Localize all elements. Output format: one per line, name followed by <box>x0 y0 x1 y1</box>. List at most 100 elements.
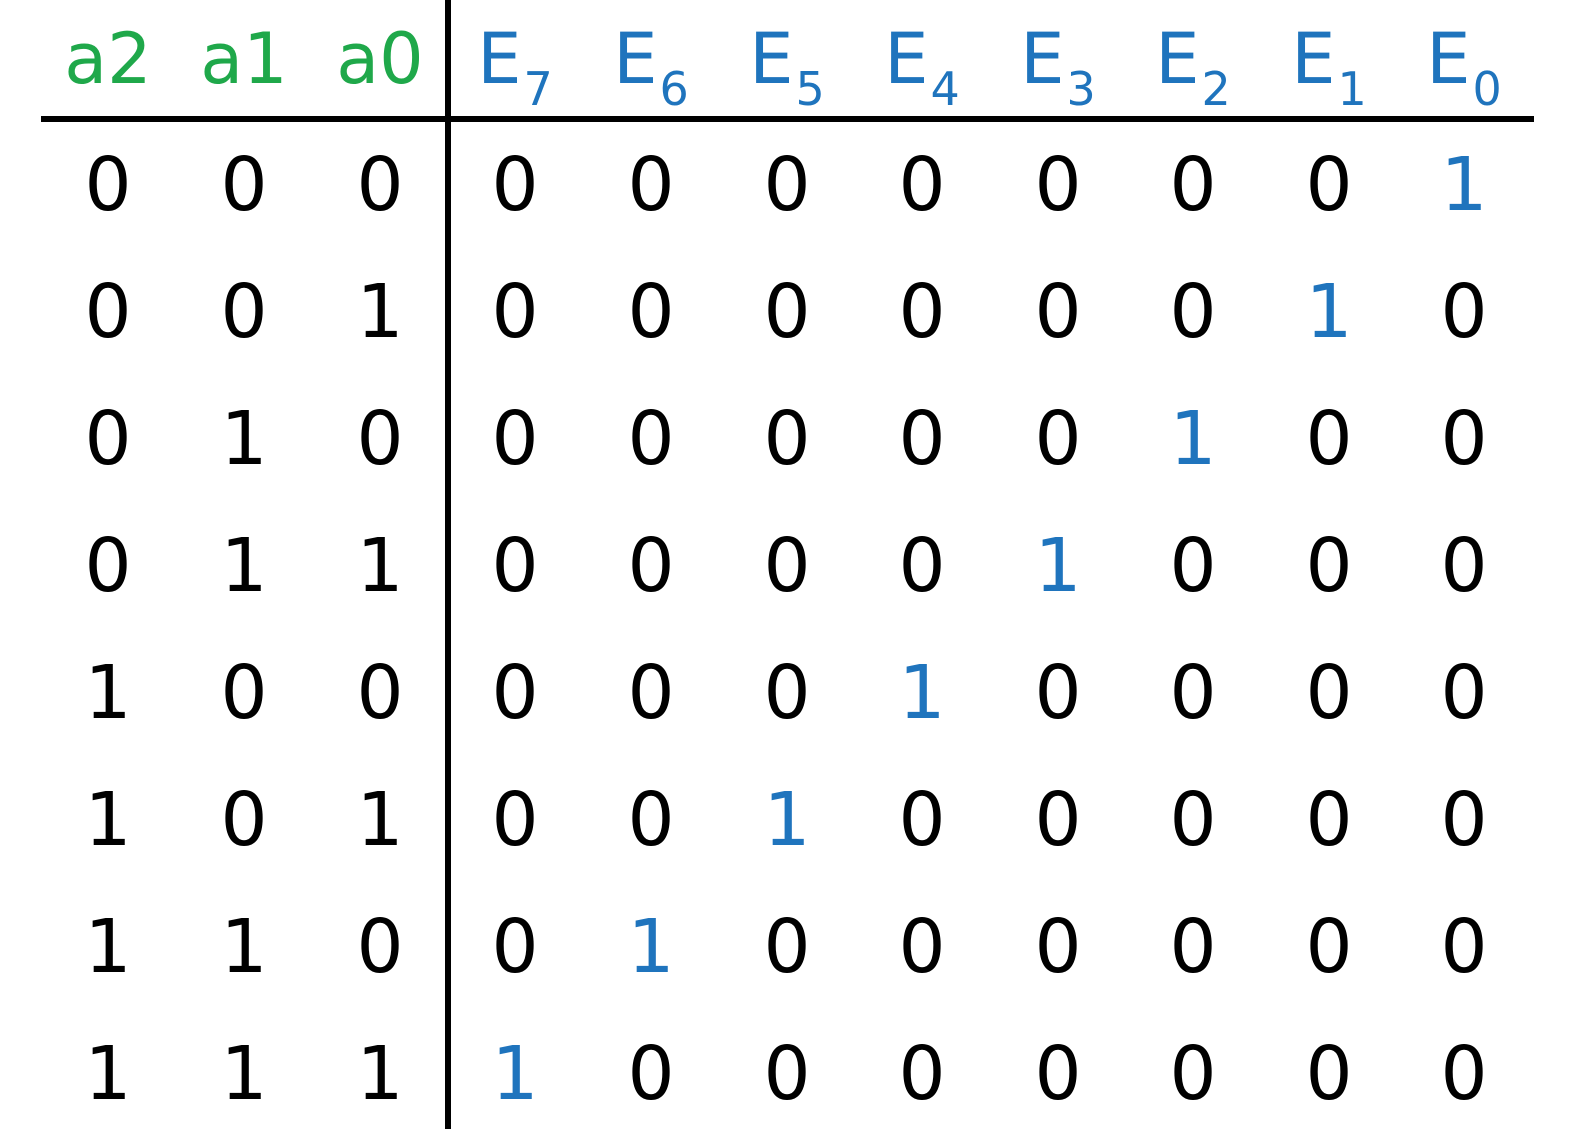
input-cell: 0 <box>356 396 404 482</box>
output-header-base: E <box>884 18 929 100</box>
output-cell: 0 <box>898 269 946 355</box>
input-cell: 1 <box>220 904 268 990</box>
output-cell: 0 <box>1440 777 1488 863</box>
output-cell: 0 <box>1169 650 1217 736</box>
output-header-base: E <box>749 18 794 100</box>
input-cell: 0 <box>84 523 132 609</box>
output-header-e5: E5 <box>719 14 855 116</box>
output-header-subscript: 4 <box>930 62 960 116</box>
input-cell: 0 <box>84 269 132 355</box>
output-cell: 0 <box>491 777 539 863</box>
header-divider-line <box>41 116 1534 122</box>
input-cell: 1 <box>220 396 268 482</box>
output-header-subscript: 5 <box>795 62 825 116</box>
input-header-a2: a2 <box>64 18 152 100</box>
output-cell: 1 <box>1440 142 1488 228</box>
output-cell: 0 <box>1440 1031 1488 1117</box>
output-cell: 0 <box>1440 523 1488 609</box>
output-cell: 0 <box>491 269 539 355</box>
output-header-e4: E4 <box>854 14 990 116</box>
output-cell: 0 <box>763 396 811 482</box>
output-cell: 0 <box>1305 650 1353 736</box>
output-header-base: E <box>1426 18 1471 100</box>
output-cell: 0 <box>1034 777 1082 863</box>
output-cell: 0 <box>763 523 811 609</box>
output-cell: 0 <box>1169 904 1217 990</box>
output-cell: 0 <box>491 904 539 990</box>
output-cell: 0 <box>491 142 539 228</box>
output-header-e7: E7 <box>447 14 583 116</box>
output-cell: 0 <box>627 269 675 355</box>
input-cell: 0 <box>220 142 268 228</box>
output-cell: 0 <box>1440 396 1488 482</box>
output-header-base: E <box>477 18 522 100</box>
output-cell: 0 <box>627 523 675 609</box>
output-cell: 0 <box>627 777 675 863</box>
output-cell: 0 <box>1305 1031 1353 1117</box>
input-cell: 1 <box>356 269 404 355</box>
input-header-a1: a1 <box>200 18 288 100</box>
output-header-subscript: 3 <box>1066 62 1096 116</box>
output-header-base: E <box>1020 18 1065 100</box>
output-cell: 0 <box>1169 269 1217 355</box>
output-header-subscript: 7 <box>523 62 553 116</box>
output-cell: 0 <box>491 650 539 736</box>
output-cell: 0 <box>898 904 946 990</box>
output-cell: 0 <box>1034 142 1082 228</box>
input-cell: 1 <box>84 904 132 990</box>
output-header-e0: E0 <box>1396 14 1532 116</box>
output-header-base: E <box>613 18 658 100</box>
output-cell: 0 <box>627 396 675 482</box>
output-cell: 0 <box>1034 904 1082 990</box>
output-cell: 0 <box>1034 650 1082 736</box>
output-cell: 0 <box>1169 523 1217 609</box>
input-cell: 1 <box>356 777 404 863</box>
output-cell: 0 <box>1169 777 1217 863</box>
input-cell: 1 <box>356 523 404 609</box>
output-cell: 0 <box>763 1031 811 1117</box>
output-cell: 0 <box>1034 269 1082 355</box>
output-cell: 0 <box>1440 269 1488 355</box>
output-cell: 1 <box>1305 269 1353 355</box>
output-cell: 0 <box>1305 523 1353 609</box>
output-cell: 0 <box>1305 142 1353 228</box>
output-cell: 0 <box>763 269 811 355</box>
output-cell: 1 <box>1034 523 1082 609</box>
output-cell: 0 <box>1169 1031 1217 1117</box>
input-output-divider-line <box>445 0 451 1129</box>
output-cell: 0 <box>763 142 811 228</box>
output-cell: 0 <box>1305 777 1353 863</box>
output-header-e6: E6 <box>583 14 719 116</box>
output-cell: 0 <box>898 142 946 228</box>
output-cell: 0 <box>1034 1031 1082 1117</box>
output-cell: 0 <box>763 650 811 736</box>
output-cell: 0 <box>1034 396 1082 482</box>
output-cell: 0 <box>898 396 946 482</box>
input-cell: 0 <box>84 396 132 482</box>
input-cell: 1 <box>220 523 268 609</box>
output-header-subscript: 1 <box>1337 62 1367 116</box>
output-header-subscript: 2 <box>1201 62 1231 116</box>
output-header-subscript: 6 <box>659 62 689 116</box>
input-cell: 0 <box>220 650 268 736</box>
output-cell: 1 <box>898 650 946 736</box>
input-cell: 1 <box>84 777 132 863</box>
output-cell: 0 <box>491 396 539 482</box>
output-header-subscript: 0 <box>1472 62 1502 116</box>
output-cell: 1 <box>763 777 811 863</box>
input-cell: 0 <box>356 650 404 736</box>
output-cell: 0 <box>1169 142 1217 228</box>
input-cell: 1 <box>84 650 132 736</box>
input-cell: 1 <box>220 1031 268 1117</box>
output-cell: 0 <box>1305 396 1353 482</box>
output-cell: 1 <box>491 1031 539 1117</box>
input-cell: 1 <box>84 1031 132 1117</box>
output-cell: 0 <box>627 142 675 228</box>
input-cell: 0 <box>356 904 404 990</box>
input-cell: 0 <box>220 777 268 863</box>
input-header-a0: a0 <box>336 18 424 100</box>
output-header-base: E <box>1291 18 1336 100</box>
input-cell: 1 <box>356 1031 404 1117</box>
output-cell: 0 <box>898 777 946 863</box>
output-cell: 0 <box>627 1031 675 1117</box>
